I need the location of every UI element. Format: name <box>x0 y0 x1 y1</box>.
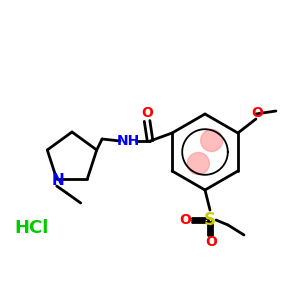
Text: O: O <box>141 106 153 120</box>
Text: O: O <box>251 106 263 120</box>
Text: O: O <box>179 213 191 227</box>
Text: NH: NH <box>116 134 140 148</box>
Text: N: N <box>51 172 64 188</box>
Text: HCl: HCl <box>15 219 49 237</box>
Text: O: O <box>205 235 217 249</box>
Circle shape <box>187 152 209 175</box>
Text: S: S <box>204 211 216 229</box>
Circle shape <box>201 130 223 152</box>
